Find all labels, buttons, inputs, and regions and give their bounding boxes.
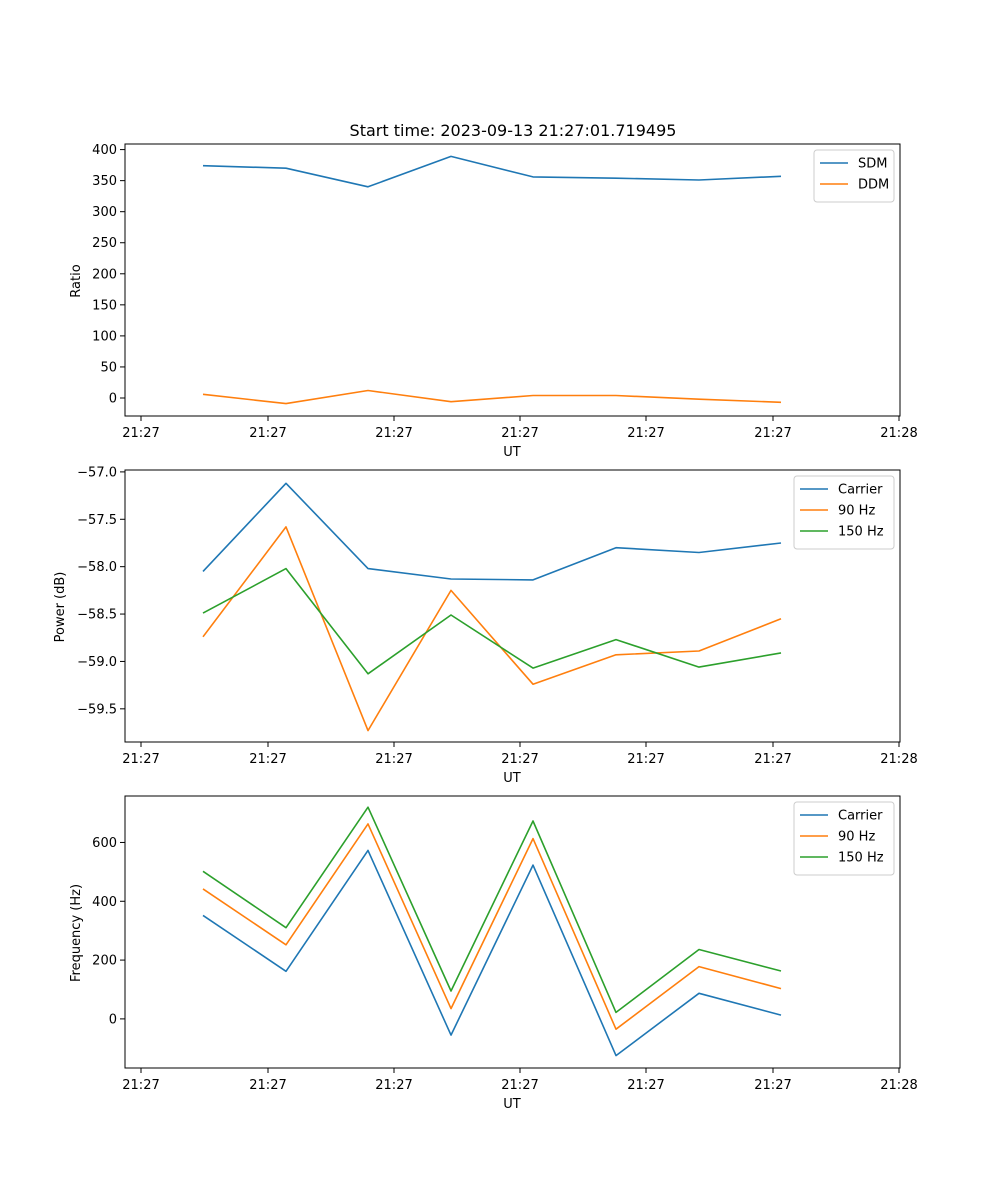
ratio-ytick-label: 400 [92, 143, 117, 158]
ratio-axes-frame [124, 143, 901, 417]
ratio-legend: SDM DDM [813, 149, 895, 203]
ratio-xtick-label: 21:27 [122, 426, 159, 441]
ratio-legend-label: SDM [858, 157, 887, 172]
frequency-xtick-label: 21:27 [754, 1078, 791, 1093]
ratio-xtick-label: 21:27 [627, 426, 664, 441]
ratio-xtick-label: 21:27 [249, 426, 286, 441]
frequency-series-90-hz [202, 823, 782, 1030]
frequency-axes-frame [124, 795, 901, 1069]
power-legend-label: 150 Hz [838, 525, 884, 540]
ratio-xtick-label: 21:27 [754, 426, 791, 441]
ratio-ytick-label: 0 [109, 391, 117, 406]
ratio-xtick-label: 21:27 [375, 426, 412, 441]
frequency-legend: Carrier 90 Hz 150 Hz [793, 801, 895, 876]
power-xtick-label: 21:27 [249, 752, 286, 767]
ratio-xtick-label: 21:28 [880, 426, 917, 441]
frequency-series-150-hz [202, 806, 782, 1014]
frequency-series-carrier [202, 849, 782, 1057]
power-ylabel: Power (dB) [53, 572, 68, 643]
power-series-carrier [202, 482, 782, 581]
frequency-xtick-label: 21:27 [249, 1078, 286, 1093]
frequency-ytick-label: 400 [92, 895, 117, 910]
ratio-ytick-label: 300 [92, 205, 117, 220]
power-series-90-hz [202, 526, 782, 732]
ratio-ylabel: Ratio [69, 264, 84, 297]
power-ytick-label: −57.0 [77, 465, 117, 480]
frequency-xtick-label: 21:27 [122, 1078, 159, 1093]
ratio-ytick-label: 350 [92, 174, 117, 189]
chart-title: Start time: 2023-09-13 21:27:01.719495 [350, 121, 677, 140]
power-ytick-label: −59.5 [77, 702, 117, 717]
power-axes-frame [124, 469, 901, 743]
power-ytick-label: −59.0 [77, 655, 117, 670]
frequency-legend-label: Carrier [838, 809, 883, 824]
power-legend-label: 90 Hz [838, 504, 875, 519]
ratio-ytick-label: 200 [92, 267, 117, 282]
ratio-series-sdm [202, 155, 782, 188]
frequency-ytick-label: 600 [92, 836, 117, 851]
frequency-xtick-label: 21:27 [501, 1078, 538, 1093]
frequency-xlabel: UT [503, 1097, 521, 1112]
power-xlabel: UT [503, 771, 521, 786]
power-xtick-label: 21:27 [754, 752, 791, 767]
frequency-ylabel: Frequency (Hz) [69, 884, 84, 982]
ratio-panel: UT Ratio 0 50 100 150 200 250 300 350 400 21:27 21… [69, 143, 918, 460]
ratio-xtick-label: 21:27 [501, 426, 538, 441]
frequency-ytick-label: 200 [92, 954, 117, 969]
ratio-series-ddm [202, 389, 782, 405]
frequency-xtick-label: 21:28 [880, 1078, 917, 1093]
ratio-legend-label: DDM [858, 178, 889, 193]
power-panel: UT Power (dB) −57.0 −57.5 −58.0 −58.5 −59.0 −… [53, 465, 918, 786]
frequency-legend-label: 90 Hz [838, 830, 875, 845]
power-xtick-label: 21:27 [375, 752, 412, 767]
power-legend: Carrier 90 Hz 150 Hz [793, 475, 895, 550]
ratio-ytick-label: 150 [92, 298, 117, 313]
power-xtick-label: 21:28 [880, 752, 917, 767]
frequency-legend-label: 150 Hz [838, 851, 884, 866]
power-ytick-label: −58.5 [77, 608, 117, 623]
power-series-150-hz [202, 567, 782, 675]
frequency-panel: UT Frequency (Hz) 0 200 400 600 21:27 21:27 21… [69, 795, 918, 1112]
ratio-ytick-label: 100 [92, 329, 117, 344]
power-ytick-label: −58.0 [77, 560, 117, 575]
ratio-xlabel: UT [503, 445, 521, 460]
power-xtick-label: 21:27 [627, 752, 664, 767]
power-xtick-label: 21:27 [122, 752, 159, 767]
power-ytick-label: −57.5 [77, 513, 117, 528]
ratio-ytick-label: 250 [92, 236, 117, 251]
power-xtick-label: 21:27 [501, 752, 538, 767]
ratio-ytick-label: 50 [100, 360, 117, 375]
frequency-xtick-label: 21:27 [627, 1078, 664, 1093]
power-legend-label: Carrier [838, 483, 883, 498]
frequency-ytick-label: 0 [109, 1012, 117, 1027]
frequency-xtick-label: 21:27 [375, 1078, 412, 1093]
